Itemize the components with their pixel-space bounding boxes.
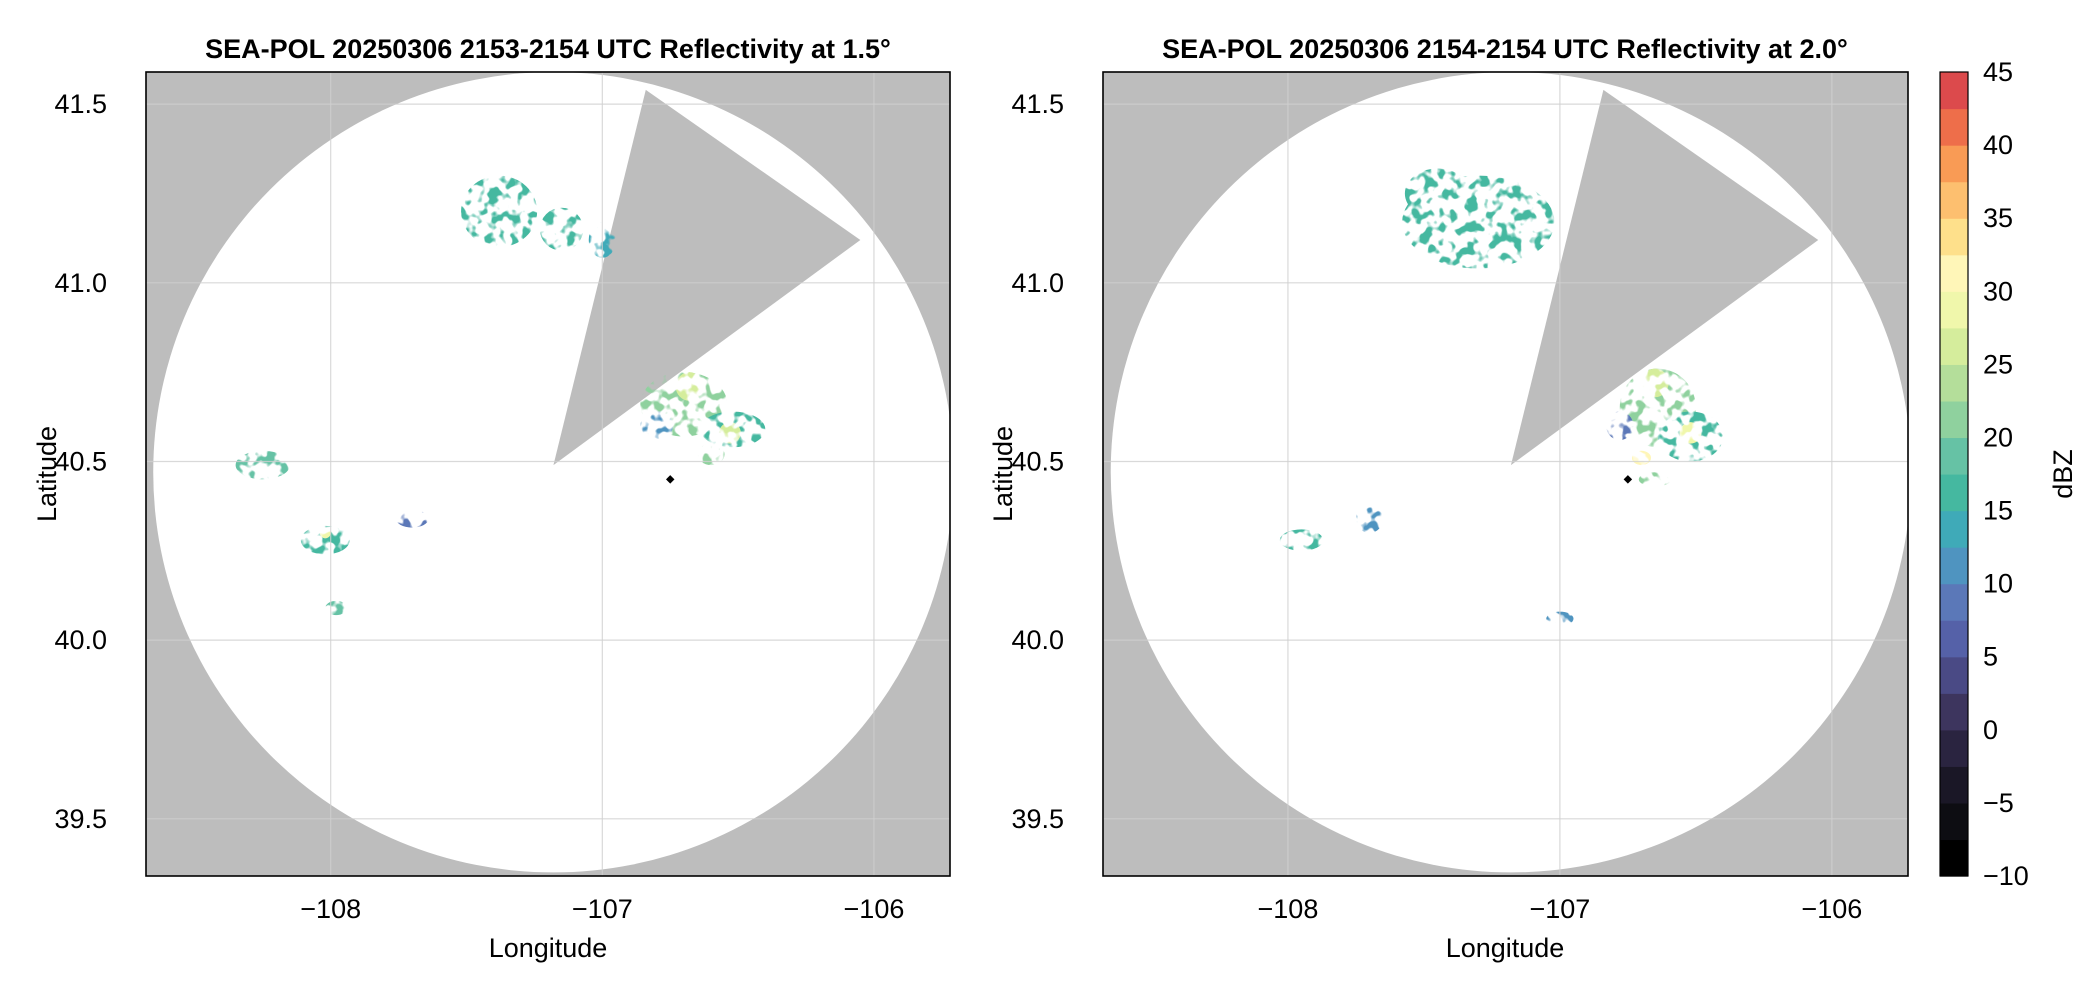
panel-right-radar-site-marker	[1623, 475, 1633, 484]
panel-left-xtick-neg106: −106	[844, 894, 905, 924]
colorbar-swatch	[1940, 108, 1968, 146]
colorbar: −10 −5 0 5 10 15 20 25 30 35 40 45 dBZ	[1939, 57, 2078, 891]
colorbar-tick-10: 10	[1983, 569, 2013, 599]
echo-cell	[325, 600, 347, 616]
colorbar-label: dBZ	[2048, 449, 2078, 499]
panel-right-y-axis-label: Latitude	[988, 426, 1018, 522]
panel-right: SEA-POL 20250306 2154-2154 UTC Reflectiv…	[988, 34, 1909, 963]
panel-right-blocked-sector	[1510, 89, 1819, 466]
echo-cell	[640, 411, 673, 441]
echo-cell	[319, 527, 331, 539]
echo-cell	[300, 525, 350, 555]
panel-left-ytick-41.0: 41.0	[54, 268, 107, 298]
panel-right-plot-area	[1103, 72, 1908, 876]
colorbar-swatch	[1940, 656, 1968, 694]
colorbar-tick-40: 40	[1983, 130, 2013, 160]
panel-left-frame	[145, 71, 951, 877]
echo-cell	[1631, 450, 1651, 466]
colorbar-swatch	[1940, 620, 1968, 658]
echo-cell	[1355, 504, 1384, 533]
echo-cell	[395, 509, 429, 528]
panel-left-radar-site-marker	[665, 475, 675, 484]
panel-left-plot-area	[146, 72, 950, 876]
panel-left-x-axis-label: Longitude	[489, 933, 608, 963]
colorbar-swatch	[1940, 291, 1968, 329]
echo-cell	[675, 372, 703, 401]
panel-left-y-ticks: 39.5 40.0 40.5 41.0 41.5	[54, 89, 107, 834]
colorbar-tick-25: 25	[1983, 349, 2013, 379]
echo-cell	[1606, 411, 1634, 441]
panel-right-echo-cells	[1279, 168, 1724, 626]
colorbar-swatch	[1940, 729, 1968, 767]
colorbar-ticks: −10 −5 0 5 10 15 20 25 30 35 40 45	[1983, 57, 2029, 891]
colorbar-swatch	[1940, 802, 1968, 841]
colorbar-swatch	[1940, 839, 1968, 877]
panel-right-ytick-40.0: 40.0	[1011, 625, 1064, 655]
echo-cell	[697, 443, 725, 466]
echo-cell	[1638, 472, 1672, 487]
panel-right-x-ticks: −108 −107 −106	[1258, 894, 1863, 924]
colorbar-swatch	[1940, 693, 1968, 731]
colorbar-tick-15: 15	[1983, 496, 2013, 526]
echo-cell	[1279, 529, 1324, 551]
echo-cell	[719, 422, 741, 444]
colorbar-tick-30: 30	[1983, 276, 2013, 306]
colorbar-tick-5: 5	[1983, 642, 1998, 672]
panel-right-xtick-neg107: −107	[1529, 894, 1590, 924]
echo-cell	[1641, 368, 1669, 398]
panel-right-ytick-40.5: 40.5	[1011, 446, 1064, 476]
colorbar-tick-neg5: −5	[1983, 788, 2014, 818]
colorbar-swatch	[1940, 400, 1968, 439]
panel-left-xtick-neg108: −108	[300, 894, 361, 924]
panel-right-title: SEA-POL 20250306 2154-2154 UTC Reflectiv…	[1162, 34, 1848, 64]
panel-left-x-ticks: −108 −107 −106	[300, 894, 904, 924]
colorbar-tick-35: 35	[1983, 203, 2013, 233]
panel-right-ytick-39.5: 39.5	[1011, 804, 1064, 834]
panel-left-title: SEA-POL 20250306 2153-2154 UTC Reflectiv…	[205, 34, 891, 64]
colorbar-swatch	[1940, 364, 1968, 402]
panel-right-y-ticks: 39.5 40.0 40.5 41.0 41.5	[1011, 89, 1064, 834]
colorbar-tick-0: 0	[1983, 715, 1998, 745]
panel-left: SEA-POL 20250306 2153-2154 UTC Reflectiv…	[32, 34, 951, 963]
colorbar-swatch	[1940, 218, 1968, 256]
panel-left-blocked-sector	[553, 89, 861, 466]
panel-right-xtick-neg108: −108	[1258, 894, 1319, 924]
colorbar-swatch	[1940, 474, 1968, 512]
colorbar-swatch	[1940, 583, 1968, 621]
colorbar-tick-45: 45	[1983, 57, 2013, 87]
colorbar-swatch	[1940, 181, 1968, 219]
echo-cell	[1404, 168, 1471, 219]
panel-left-xtick-neg107: −107	[572, 894, 633, 924]
echo-cell	[1679, 422, 1702, 444]
colorbar-swatch	[1940, 327, 1968, 365]
colorbar-swatch	[1940, 72, 1968, 110]
colorbar-tick-neg10: −10	[1983, 861, 2029, 891]
panel-left-gridlines	[146, 72, 950, 876]
panel-left-y-axis-label: Latitude	[32, 426, 62, 522]
panel-right-ytick-41.0: 41.0	[1011, 268, 1064, 298]
panel-right-frame	[1102, 71, 1909, 877]
colorbar-frame	[1939, 71, 1969, 877]
panel-right-gridlines	[1103, 72, 1908, 876]
colorbar-swatch	[1940, 145, 1968, 183]
panel-right-xtick-neg106: −106	[1801, 894, 1862, 924]
echo-cell	[461, 175, 538, 248]
panel-left-ytick-40.0: 40.0	[54, 625, 107, 655]
colorbar-swatch	[1940, 510, 1968, 548]
colorbar-tick-20: 20	[1983, 422, 2013, 452]
colorbar-swatch	[1940, 547, 1968, 585]
panel-left-ytick-41.5: 41.5	[54, 89, 107, 119]
echo-cell	[539, 207, 584, 251]
colorbar-swatches	[1940, 72, 1968, 877]
panel-left-echo-cells	[235, 175, 766, 616]
colorbar-swatch	[1940, 437, 1968, 475]
panel-right-x-axis-label: Longitude	[1446, 933, 1565, 963]
colorbar-swatch	[1940, 766, 1968, 804]
echo-cell	[235, 450, 290, 480]
panel-right-ytick-41.5: 41.5	[1011, 89, 1064, 119]
panel-left-ytick-40.5: 40.5	[54, 446, 107, 476]
panel-left-ytick-39.5: 39.5	[54, 804, 107, 834]
colorbar-swatch	[1940, 254, 1968, 292]
